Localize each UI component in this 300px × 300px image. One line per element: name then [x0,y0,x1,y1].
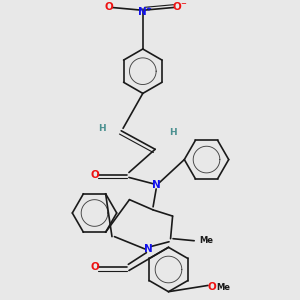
Text: O: O [207,282,216,292]
Text: −: − [181,1,186,7]
Text: N: N [152,180,161,190]
Text: Me: Me [216,284,230,292]
Text: O: O [90,170,99,180]
Text: H: H [98,124,106,133]
Text: O: O [90,262,99,272]
Text: O: O [172,2,181,13]
Text: N: N [138,7,147,16]
Text: H: H [169,128,176,137]
Text: Me: Me [199,236,213,245]
Text: +: + [146,5,151,11]
Text: O: O [104,2,113,13]
Text: N: N [144,244,152,254]
